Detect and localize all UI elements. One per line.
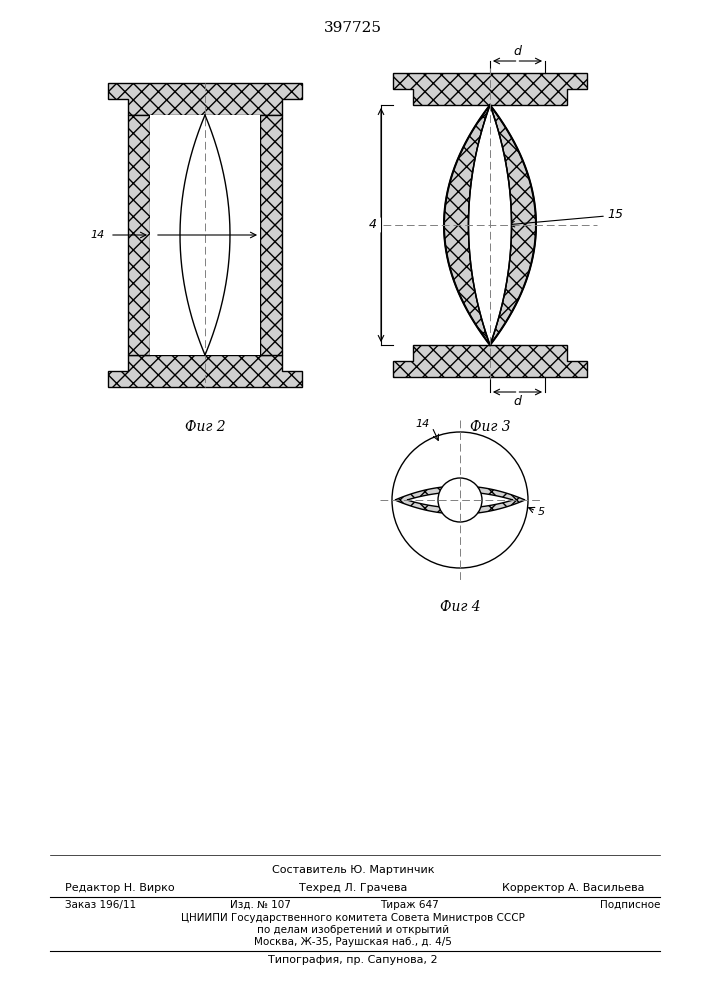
Text: по делам изобретений и открытий: по делам изобретений и открытий xyxy=(257,925,449,935)
Polygon shape xyxy=(108,355,302,387)
Polygon shape xyxy=(150,115,260,355)
Text: Тираж 647: Тираж 647 xyxy=(380,900,439,910)
Text: Редактор Н. Вирко: Редактор Н. Вирко xyxy=(65,883,175,893)
Text: Изд. № 107: Изд. № 107 xyxy=(230,900,291,910)
Polygon shape xyxy=(108,83,302,115)
Text: Заказ 196/11: Заказ 196/11 xyxy=(65,900,136,910)
Text: d: d xyxy=(464,485,471,495)
Text: Фиг 2: Фиг 2 xyxy=(185,420,226,434)
Polygon shape xyxy=(260,115,282,355)
Text: Корректор А. Васильева: Корректор А. Васильева xyxy=(503,883,645,893)
Text: d: d xyxy=(513,45,522,58)
Polygon shape xyxy=(407,492,513,508)
Text: 14: 14 xyxy=(90,230,105,240)
Text: 5: 5 xyxy=(538,507,545,517)
Text: Типография, пр. Сапунова, 2: Типография, пр. Сапунова, 2 xyxy=(268,955,438,965)
Text: Составитель Ю. Мартинчик: Составитель Ю. Мартинчик xyxy=(271,865,434,875)
Text: 4: 4 xyxy=(369,219,377,232)
Text: Москва, Ж-35, Раушская наб., д. 4/5: Москва, Ж-35, Раушская наб., д. 4/5 xyxy=(254,937,452,947)
Polygon shape xyxy=(469,105,511,345)
Text: Подписное: Подписное xyxy=(600,900,660,910)
Text: 14: 14 xyxy=(416,419,430,429)
Text: 15: 15 xyxy=(607,209,623,222)
Polygon shape xyxy=(395,486,525,514)
Polygon shape xyxy=(490,105,536,345)
Polygon shape xyxy=(128,115,150,355)
Text: Техред Л. Грачева: Техред Л. Грачева xyxy=(299,883,407,893)
Polygon shape xyxy=(393,345,587,377)
Polygon shape xyxy=(393,73,587,105)
Text: Фиг 4: Фиг 4 xyxy=(440,600,480,614)
Polygon shape xyxy=(444,105,490,345)
Text: Фиг 3: Фиг 3 xyxy=(469,420,510,434)
Circle shape xyxy=(438,478,482,522)
Text: 397725: 397725 xyxy=(324,21,382,35)
Text: d: d xyxy=(513,395,522,408)
Text: ЦНИИПИ Государственного комитета Совета Министров СССР: ЦНИИПИ Государственного комитета Совета … xyxy=(181,913,525,923)
